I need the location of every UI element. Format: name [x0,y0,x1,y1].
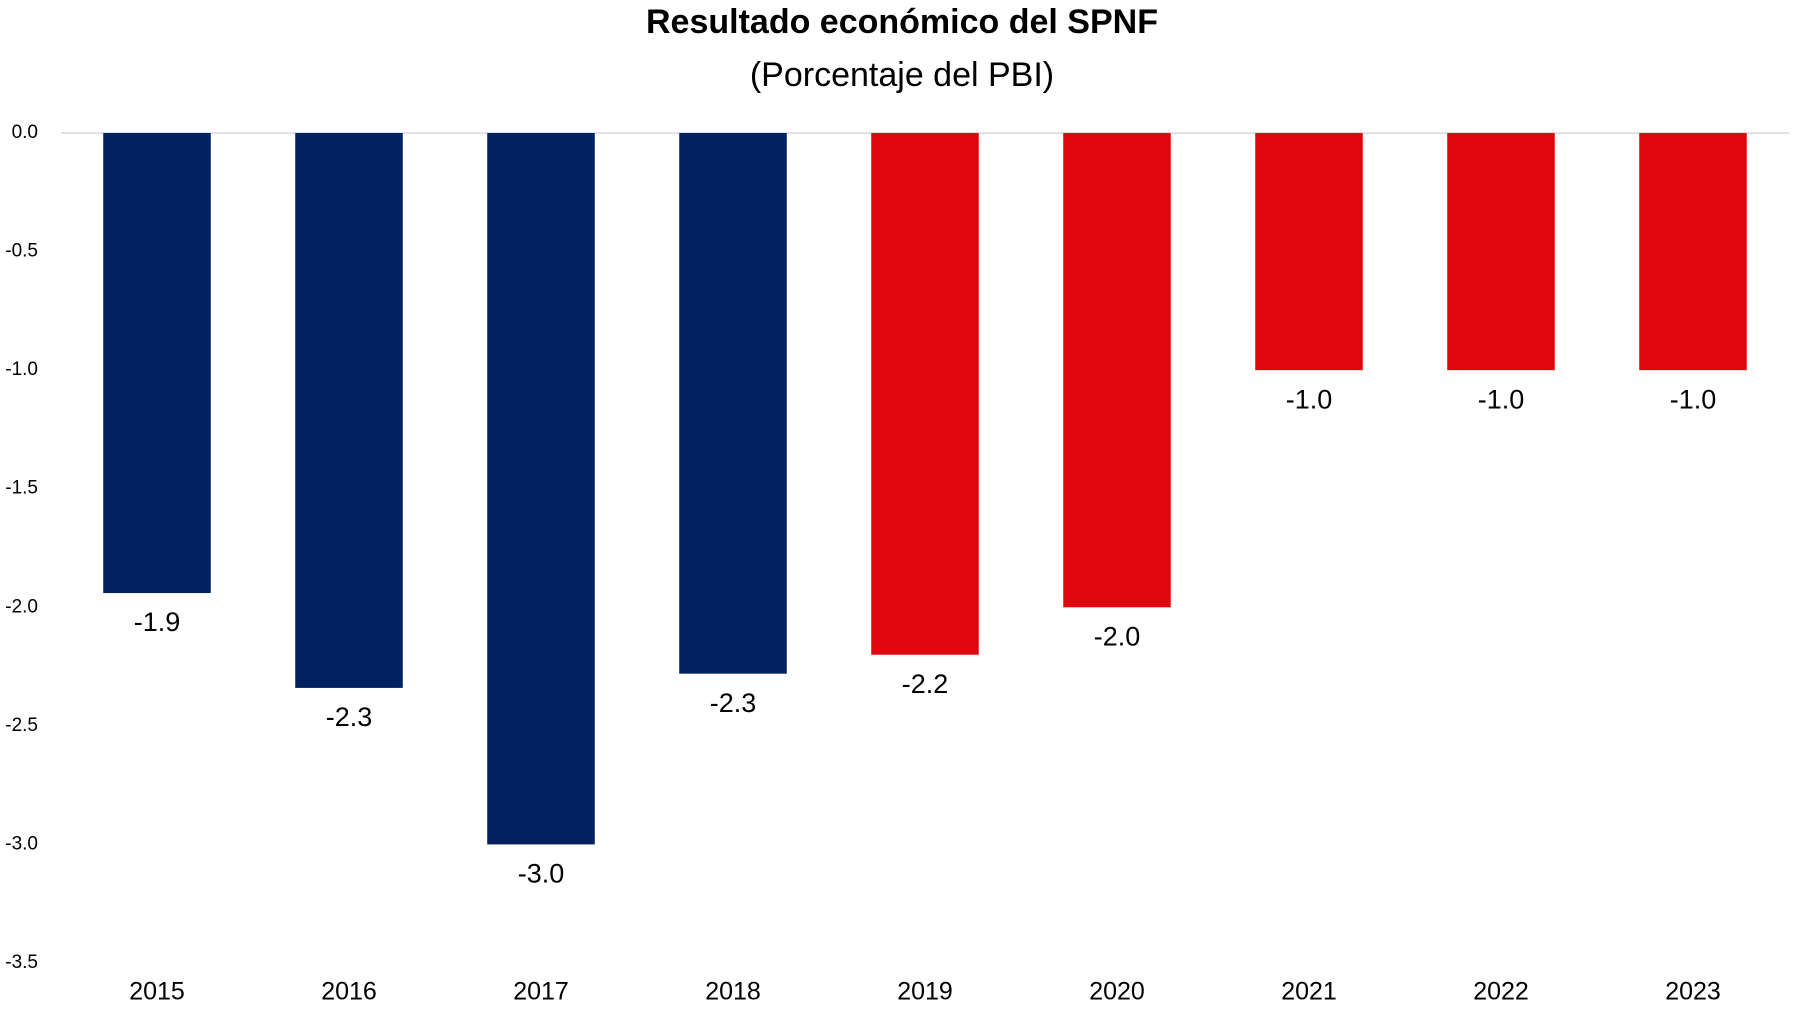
x-tick-label: 2023 [1665,978,1721,1006]
x-tick-label: 2018 [705,978,761,1006]
data-label: -1.0 [1478,384,1525,414]
data-label: -2.3 [326,702,373,732]
data-label: -2.2 [902,669,949,699]
y-tick-label: -2.5 [5,715,38,736]
y-tick-label: -0.5 [5,241,38,262]
chart-subtitle: (Porcentaje del PBI) [750,56,1054,94]
bar [1255,133,1363,371]
y-tick-label: -1.5 [5,478,38,499]
x-tick-label: 2016 [321,978,377,1006]
bar [487,133,595,845]
data-label: -3.0 [518,859,565,889]
bar [295,133,403,688]
data-label: -2.0 [1094,621,1141,651]
y-tick-label: -3.0 [5,833,38,854]
y-tick-label: -3.5 [5,952,38,973]
y-tick-label: -1.0 [5,359,38,380]
bar [103,133,211,594]
data-label: -1.0 [1286,384,1333,414]
bar [871,133,979,655]
data-label: -1.0 [1670,384,1717,414]
bar [1639,133,1747,371]
x-tick-label: 2015 [129,978,185,1006]
y-tick-label: 0.0 [12,122,38,143]
x-tick-label: 2017 [513,978,569,1006]
chart-title: Resultado económico del SPNF [646,3,1158,41]
x-tick-label: 2022 [1473,978,1529,1006]
bar [679,133,787,674]
x-tick-label: 2019 [897,978,953,1006]
bar [1447,133,1555,371]
bar [1063,133,1171,608]
y-tick-label: -2.0 [5,596,38,617]
data-label: -1.9 [134,607,181,637]
x-tick-label: 2020 [1089,978,1145,1006]
x-tick-label: 2021 [1281,978,1337,1006]
data-label: -2.3 [710,688,757,718]
